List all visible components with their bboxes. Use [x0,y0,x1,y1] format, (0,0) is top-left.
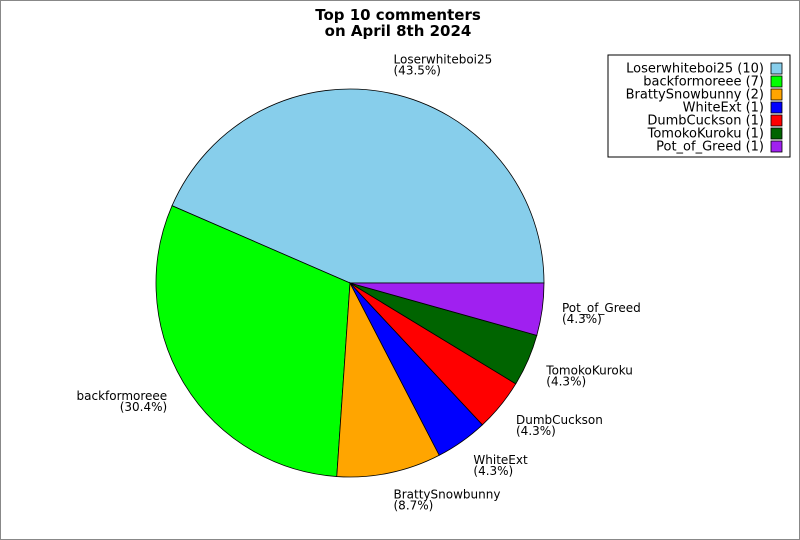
legend-swatch-brattysnowbunny [770,88,783,101]
slice-percent-loserwhiteboi25: (43.5%) [394,64,441,78]
slice-label-dumbcuckson: DumbCuckson [516,413,603,427]
legend-box [607,54,791,158]
legend-label-pot-of-greed: Pot_of_Greed (1) [656,140,764,155]
pie-slice-loserwhiteboi25 [171,88,545,284]
slice-label-tomokokuroku: TomokoKuroku [545,363,633,377]
slice-percent-brattysnowbunny: (8.7%) [394,499,434,513]
chart-title-line-2: on April 8th 2024 [325,22,472,40]
slice-percent-pot-of-greed: (4.3%) [562,312,602,326]
slice-label-loserwhiteboi25: Loserwhiteboi25 [394,53,493,67]
chart-title-line-1: Top 10 commenters [315,6,481,24]
legend-label-backformoreee: backformoreee (7) [643,75,764,90]
legend-swatch-dumbcuckson [770,114,783,127]
legend-swatch-loserwhiteboi25 [770,62,783,75]
legend-label-whiteext: WhiteExt (1) [683,101,764,116]
pie-slice-brattysnowbunny [336,281,440,478]
legend-label-tomokokuroku: TomokoKuroku (1) [647,127,764,142]
legend-swatch-pot-of-greed [770,140,783,153]
legend-label-loserwhiteboi25: Loserwhiteboi25 (10) [626,62,764,77]
slice-label-backformoreee: backformoreee [77,389,168,403]
chart-title: Top 10 commenters on April 8th 2024 [315,6,481,40]
slice-percent-whiteext: (4.3%) [473,464,513,478]
slice-percent-tomokokuroku: (4.3%) [546,374,586,388]
pie-slice-backformoreee [155,205,351,477]
legend-label-dumbcuckson: DumbCuckson (1) [647,114,764,129]
legend-swatch-whiteext [770,101,783,114]
slice-label-pot-of-greed: Pot_of_Greed [562,301,641,315]
pie-slice-pot-of-greed [349,282,545,336]
legend-label-brattysnowbunny: BrattySnowbunny (2) [626,88,764,103]
slice-percent-dumbcuckson: (4.3%) [516,424,556,438]
slice-label-whiteext: WhiteExt [473,453,528,467]
pie-slices [155,88,545,478]
legend-swatch-backformoreee [770,75,783,88]
slice-label-brattysnowbunny: BrattySnowbunny [394,488,501,502]
legend-swatch-tomokokuroku [770,127,783,140]
slice-percent-backformoreee: (30.4%) [120,400,167,414]
legend: Loserwhiteboi25 (10)backformoreee (7)Bra… [607,54,791,158]
slice-labels: Loserwhiteboi25(43.5%) backformoreee(30.4… [77,53,641,513]
